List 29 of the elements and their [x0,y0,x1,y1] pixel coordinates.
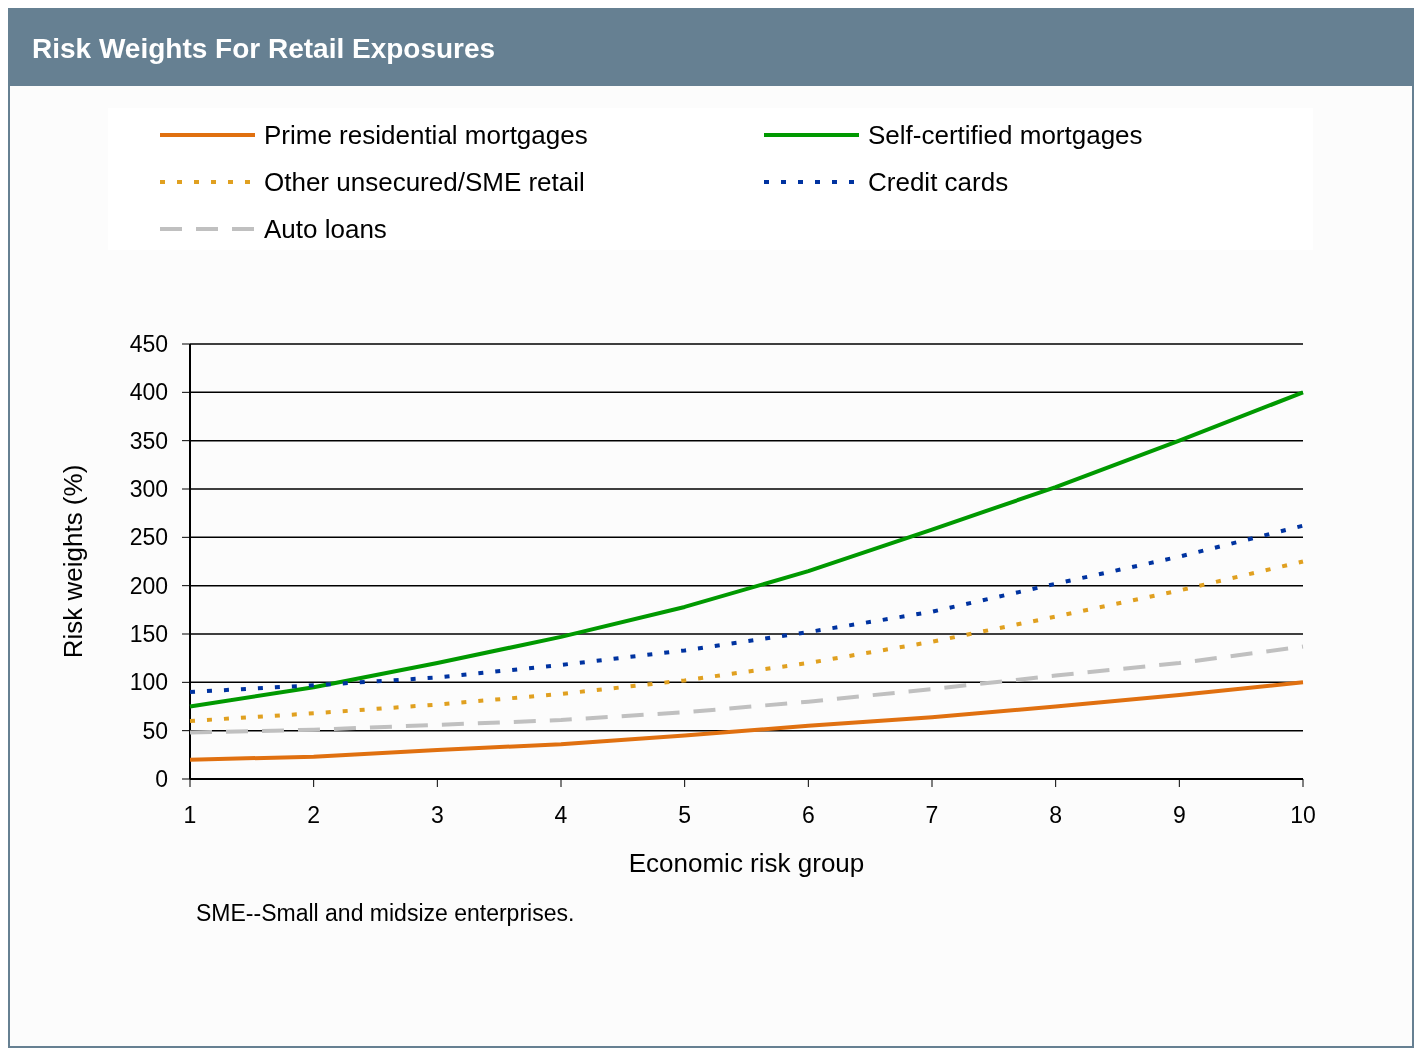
y-tick-label: 150 [129,621,168,647]
y-tick-label: 300 [129,476,168,502]
x-tick-label: 6 [801,802,815,828]
legend-label: Other unsecured/SME retail [264,167,585,197]
y-tick-label: 100 [129,669,168,696]
chart-title: Risk Weights For Retail Exposures [32,33,496,64]
text: SME--Small and midsize enterprises. [196,900,575,926]
legend-label: Self-certified mortgages [868,120,1143,150]
x-tick-label: 7 [925,802,939,828]
x-tick-label: 1 [183,802,197,828]
y-tick-label: 0 [155,766,168,792]
x-tick-label: 8 [1049,802,1063,828]
y-tick-label: 400 [129,379,168,406]
x-tick-label: 2 [307,802,321,828]
y-tick-label: 350 [129,427,168,454]
x-tick-label: 5 [678,802,692,828]
x-tick-label: 10 [1290,802,1316,828]
y-axis-title: Risk weights (%) [58,464,88,659]
y-tick-label: 450 [129,331,168,357]
x-tick-label: 4 [554,802,568,828]
legend-label: Prime residential mortgages [264,120,588,150]
x-tick-label: 9 [1172,802,1186,828]
legend-label: Auto loans [264,214,387,244]
x-tick-label: 3 [430,802,444,828]
y-tick-label: 200 [129,572,168,599]
x-axis-title: Economic risk group [628,848,865,878]
legend-label: Credit cards [868,167,1009,197]
y-tick-label: 250 [129,524,168,551]
y-tick-label: 50 [142,717,168,744]
